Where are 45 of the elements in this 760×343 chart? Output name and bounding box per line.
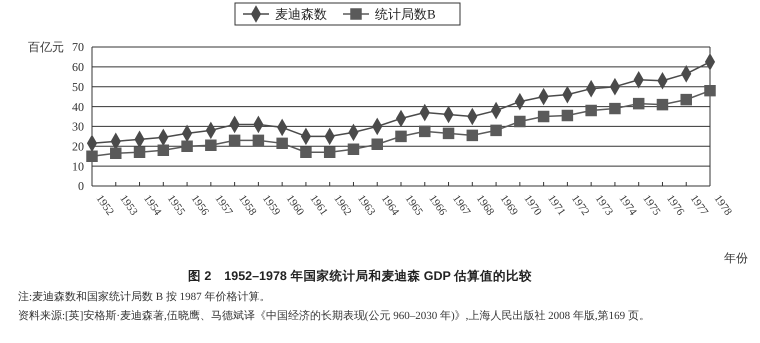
point bbox=[205, 140, 217, 152]
text: 资料来源:[英]安格斯·麦迪森著,伍晓鹰、马德斌译《中国经济的长期表现(公元 960–2030 年)》,上海人民出版社 2008 年版,第169 页。 bbox=[18, 309, 650, 322]
point bbox=[490, 124, 502, 136]
point bbox=[276, 138, 288, 150]
point bbox=[585, 104, 597, 116]
point bbox=[371, 138, 383, 150]
point bbox=[419, 126, 431, 138]
point bbox=[514, 116, 526, 128]
x-tick-label: 1977 bbox=[688, 192, 711, 218]
legend-label: 统计局数B bbox=[375, 6, 436, 22]
x-axis-title: 年份 bbox=[724, 251, 748, 265]
point bbox=[395, 130, 407, 142]
point bbox=[442, 128, 454, 140]
point bbox=[466, 130, 478, 142]
y-tick-label: 20 bbox=[72, 139, 84, 154]
x-tick-label: 1957 bbox=[212, 192, 236, 218]
point bbox=[704, 84, 716, 96]
point bbox=[252, 134, 264, 146]
point bbox=[680, 94, 692, 106]
y-tick-label: 10 bbox=[72, 159, 84, 174]
y-tick-label: 30 bbox=[72, 120, 84, 134]
text: 注:麦迪森数和国家统计局数 B 按 1987 年价格计算。 bbox=[18, 290, 270, 303]
point bbox=[324, 146, 336, 158]
point bbox=[562, 110, 574, 122]
point bbox=[228, 134, 240, 146]
point bbox=[134, 146, 146, 158]
text: 图 2 1952–1978 年国家统计局和麦迪森 GDP 估算值的比较 bbox=[188, 268, 534, 283]
point bbox=[609, 102, 621, 114]
y-tick-label: 70 bbox=[72, 40, 84, 54]
y-tick-label: 40 bbox=[72, 100, 84, 114]
point bbox=[538, 110, 550, 122]
point bbox=[86, 150, 98, 162]
point bbox=[181, 140, 193, 152]
y-axis-title: 百亿元 bbox=[28, 40, 64, 54]
y-tick-label: 60 bbox=[72, 60, 84, 74]
point bbox=[632, 98, 644, 110]
x-tick-label: 1967 bbox=[450, 192, 473, 218]
point bbox=[300, 146, 312, 158]
y-tick-label: 0 bbox=[78, 179, 84, 194]
point bbox=[348, 144, 360, 156]
point bbox=[110, 147, 122, 159]
point bbox=[656, 98, 668, 110]
point bbox=[158, 144, 170, 156]
legend-label: 麦迪森数 bbox=[275, 6, 327, 22]
y-tick-label: 50 bbox=[72, 80, 84, 94]
